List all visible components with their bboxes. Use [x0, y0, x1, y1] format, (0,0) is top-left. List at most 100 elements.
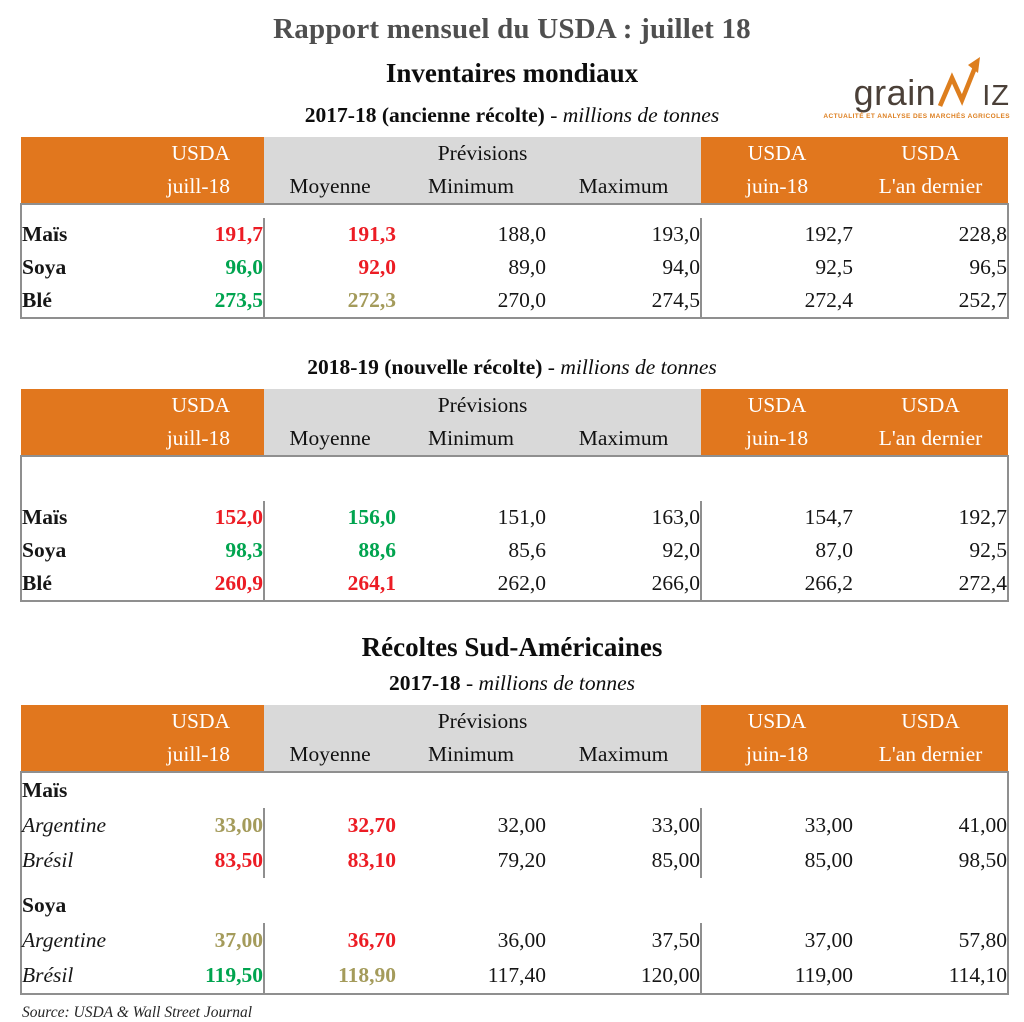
table2-title: 2018-19 (nouvelle récolte) - millions de…: [0, 355, 1024, 380]
table1-body: Maïs 191,7 191,3 188,0 193,0 192,7 228,8 Soya 96…: [21, 204, 1009, 318]
value-cell: 32,00: [497, 813, 547, 837]
header-juin-18: juin-18: [701, 738, 854, 772]
value-cell: 88,6: [263, 534, 397, 567]
value-cell: 37,00: [700, 923, 854, 958]
value-cell: 89,0: [508, 255, 547, 279]
value-cell: 33,00: [214, 813, 264, 837]
value-cell: 228,8: [958, 222, 1008, 246]
value-cell: 79,20: [497, 848, 547, 872]
value-cell: 92,5: [700, 251, 854, 284]
table2-header: USDA Prévisions USDA USDA juill-18 Moyen…: [21, 389, 1009, 456]
value-cell: 85,00: [651, 848, 701, 872]
world-inventory-table-2017-18: USDA Prévisions USDA USDA juill-18 Moyen…: [20, 137, 1009, 319]
table3-body: Maïs Argentine 33,00 32,70 32,00 33,00 33,00 41…: [21, 772, 1009, 994]
value-cell: 272,4: [700, 284, 854, 318]
value-cell: 114,10: [948, 963, 1008, 987]
value-cell: 41,00: [958, 813, 1008, 837]
group-row: Soya: [21, 888, 1008, 923]
value-cell: 118,90: [263, 958, 397, 994]
value-cell: 37,50: [651, 928, 701, 952]
value-cell: 192,7: [700, 218, 854, 251]
row-label: Brésil: [22, 848, 74, 872]
row-label: Argentine: [22, 928, 106, 952]
value-cell: 192,7: [958, 505, 1008, 529]
header-usda: USDA: [853, 137, 1009, 170]
value-cell: 188,0: [497, 222, 547, 246]
table1-title-bold: 2017-18 (ancienne récolte): [304, 103, 545, 127]
table-row: Soya 98,3 88,6 85,6 92,0 87,0 92,5: [21, 534, 1008, 567]
header-minimum: Minimum: [396, 170, 547, 204]
value-cell: 262,0: [497, 571, 547, 595]
value-cell: 272,4: [958, 571, 1008, 595]
header-previsions: Prévisions: [264, 137, 702, 170]
value-cell: 83,10: [263, 843, 397, 878]
header-maximum: Maximum: [546, 738, 702, 772]
source-note: Source: USDA & Wall Street Journal: [22, 1004, 253, 1021]
header-usda: USDA: [21, 705, 265, 738]
header-usda: USDA: [21, 389, 265, 422]
table-row: Blé 273,5 272,3 270,0 274,5 272,4 252,7: [21, 284, 1008, 318]
header-moyenne: Moyenne: [264, 738, 397, 772]
header-juill-18: juill-18: [21, 422, 265, 456]
table1-title: 2017-18 (ancienne récolte) - millions de…: [0, 103, 1024, 128]
section-title-south-america: Récoltes Sud-Américaines: [361, 632, 663, 662]
header-juill-18: juill-18: [21, 738, 265, 772]
value-cell: 191,3: [263, 218, 397, 251]
row-label: Brésil: [22, 963, 74, 987]
table2-title-units: - millions de tonnes: [547, 355, 717, 379]
value-cell: 154,7: [700, 501, 854, 534]
value-cell: 119,00: [700, 958, 854, 994]
header-previsions: Prévisions: [264, 705, 702, 738]
table2-body: Maïs 152,0 156,0 151,0 163,0 154,7 192,7 Soya 98…: [21, 456, 1009, 601]
value-cell: 193,0: [651, 222, 701, 246]
group-label: Maïs: [22, 778, 68, 802]
row-label: Maïs: [22, 505, 68, 529]
table-row: Argentine 37,00 36,70 36,00 37,50 37,00 57,80: [21, 923, 1008, 958]
value-cell: 94,0: [662, 255, 701, 279]
value-cell: 191,7: [214, 222, 264, 246]
value-cell: 92,0: [662, 538, 701, 562]
header-juin-18: juin-18: [701, 170, 854, 204]
value-cell: 151,0: [497, 505, 547, 529]
row-label: Argentine: [22, 813, 106, 837]
header-moyenne: Moyenne: [264, 422, 397, 456]
value-cell: 274,5: [651, 288, 701, 312]
grainwiz-logo-wordmark: grain IZ: [820, 57, 1010, 114]
grainwiz-logo-text-grain: grain: [853, 72, 937, 114]
value-cell: 152,0: [214, 505, 264, 529]
value-cell: 36,00: [497, 928, 547, 952]
value-cell: 163,0: [651, 505, 701, 529]
value-cell: 156,0: [263, 501, 397, 534]
value-cell: 270,0: [497, 288, 547, 312]
row-label: Soya: [22, 538, 67, 562]
spacer-row: [21, 456, 1008, 501]
row-label: Maïs: [22, 222, 68, 246]
value-cell: 33,00: [651, 813, 701, 837]
group-label: Soya: [22, 893, 67, 917]
header-usda: USDA: [701, 389, 854, 422]
table-row: Maïs 191,7 191,3 188,0 193,0 192,7 228,8: [21, 218, 1008, 251]
table3-title: 2017-18 - millions de tonnes: [0, 671, 1024, 696]
spacer-cell: [21, 878, 1008, 888]
value-cell: 85,6: [508, 538, 547, 562]
table1-header: USDA Prévisions USDA USDA juill-18 Moyen…: [21, 137, 1009, 204]
value-cell: 117,40: [487, 963, 547, 987]
south-america-harvest-table: USDA Prévisions USDA USDA juill-18 Moyen…: [20, 705, 1009, 995]
table-row: Brésil 83,50 83,10 79,20 85,00 85,00 98,50: [21, 843, 1008, 878]
header-previsions: Prévisions: [264, 389, 702, 422]
row-label: Blé: [22, 288, 52, 312]
group-row: Maïs: [21, 772, 1008, 808]
grainwiz-logo-text-iz: IZ: [982, 79, 1010, 112]
value-cell: 92,5: [969, 538, 1008, 562]
table1-title-units: - millions de tonnes: [550, 103, 720, 127]
header-minimum: Minimum: [396, 738, 547, 772]
header-minimum: Minimum: [396, 422, 547, 456]
header-usda: USDA: [701, 705, 854, 738]
value-cell: 273,5: [214, 288, 264, 312]
value-cell: 37,00: [214, 928, 264, 952]
header-lan-dernier: L'an dernier: [853, 738, 1009, 772]
value-cell: 87,0: [700, 534, 854, 567]
table-row: Soya 96,0 92,0 89,0 94,0 92,5 96,5: [21, 251, 1008, 284]
section-title-world-inventories: Inventaires mondiaux: [385, 58, 639, 88]
row-label: Blé: [22, 571, 52, 595]
